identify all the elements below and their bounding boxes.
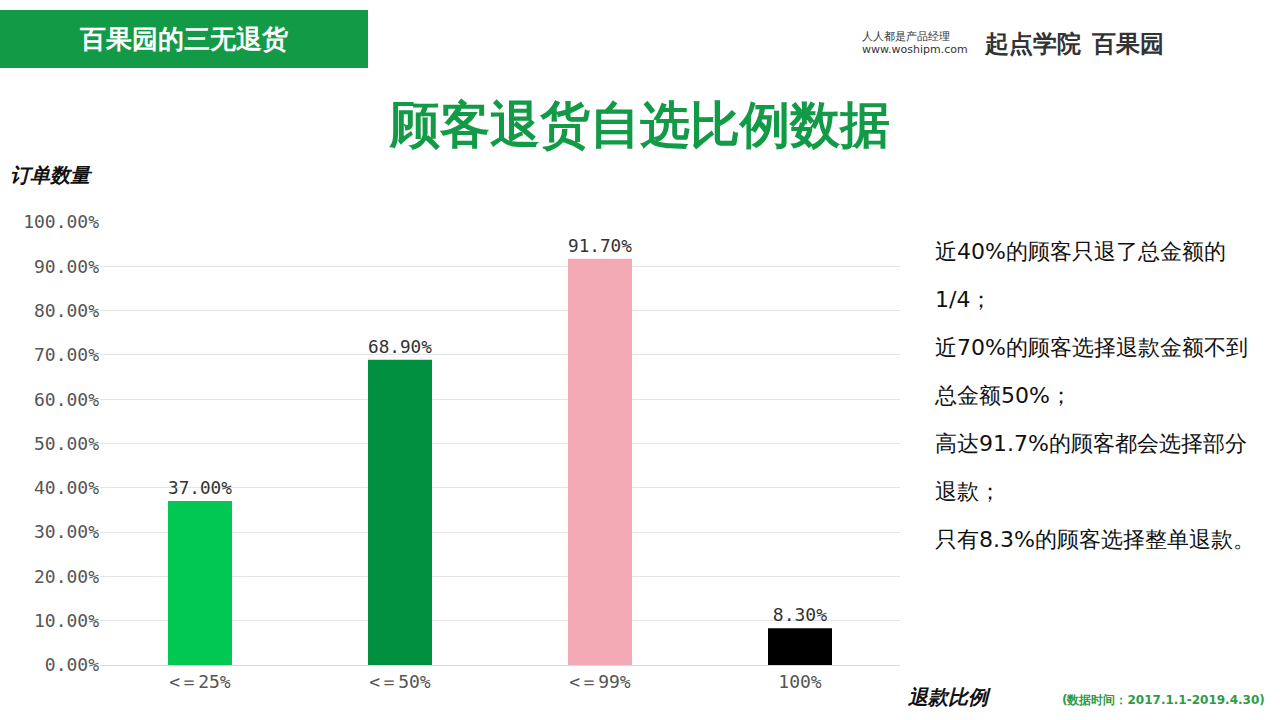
svg-text:100%: 100% [778, 671, 822, 692]
html-text:高达91.7%的顾客都会选择部分退款；: 高达91.7%的顾客都会选择部分退款； [935, 431, 1247, 504]
svg-text:37.00%: 37.00% [168, 478, 232, 498]
svg-text:8.30%: 8.30% [773, 604, 827, 625]
svg-text:60.00%: 60.00% [34, 389, 99, 410]
svg-text:90.00%: 90.00% [34, 256, 99, 277]
html-text:退款比例: 退款比例 [908, 685, 988, 709]
html-text:起点学院: 起点学院 [985, 30, 1081, 58]
svg-text:<＝25%: <＝25% [169, 671, 231, 692]
html-text:百果园: 百果园 [1092, 30, 1164, 58]
html-text:订单数量: 订单数量 [10, 163, 90, 187]
svg-text:100.00%: 100.00% [23, 211, 99, 232]
html-text:近70%的顾客选择退款金额不到总金额50%；: 近70%的顾客选择退款金额不到总金额50%； [935, 335, 1248, 408]
html-text:顾客退货自选比例数据: 顾客退货自选比例数据 [390, 96, 890, 154]
svg-text:0.00%: 0.00% [45, 654, 99, 675]
html-text:只有8.3%的顾客选择整单退款。: 只有8.3%的顾客选择整单退款。 [935, 527, 1255, 552]
html-text:人人都是产品经理: 人人都是产品经理 [862, 30, 950, 43]
html-text:近40%的顾客只退了总金额的1/4；: 近40%的顾客只退了总金额的1/4； [935, 239, 1226, 312]
svg-text:91.70%: 91.70% [568, 236, 632, 256]
html-text:www.woshipm.com: www.woshipm.com [862, 43, 968, 56]
svg-text:<＝99%: <＝99% [569, 671, 631, 692]
svg-text:70.00%: 70.00% [34, 344, 99, 365]
svg-text:40.00%: 40.00% [34, 477, 99, 498]
svg-text:30.00%: 30.00% [34, 521, 99, 542]
html-text:(数据时间：2017.1.1-2019.4.30): (数据时间：2017.1.1-2019.4.30) [1062, 693, 1265, 707]
svg-text:10.00%: 10.00% [34, 610, 99, 631]
svg-text:50.00%: 50.00% [34, 433, 99, 454]
svg-text:20.00%: 20.00% [34, 566, 99, 587]
svg-text:<＝50%: <＝50% [369, 671, 431, 692]
svg-text:68.90%: 68.90% [368, 337, 432, 357]
svg-text:80.00%: 80.00% [34, 300, 99, 321]
html-text:百果园的三无退货: 百果园的三无退货 [80, 24, 288, 54]
